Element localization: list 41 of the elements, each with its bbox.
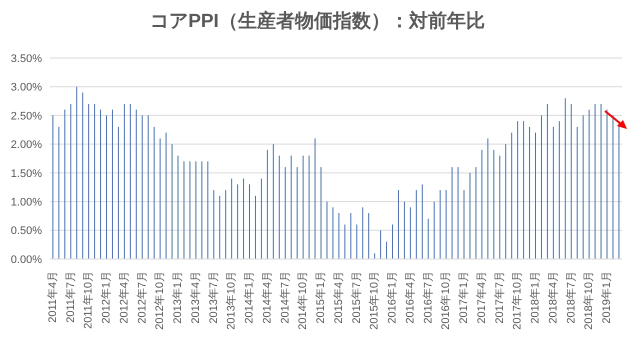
y-tick-label: 3.00% xyxy=(10,82,42,94)
x-tick-label: 2018年4月 xyxy=(547,271,560,324)
x-tick-label: 2015年10月 xyxy=(368,271,381,330)
y-tick-label: 2.00% xyxy=(10,139,42,152)
x-tick-label: 2013年7月 xyxy=(208,271,220,324)
x-tick-label: 2011年7月 xyxy=(64,271,77,323)
y-tick-label: 0.00% xyxy=(10,254,42,266)
x-tick-label: 2014年4月 xyxy=(261,271,274,324)
x-tick-label: 2017年1月 xyxy=(458,271,470,324)
x-tick-label: 2016年7月 xyxy=(422,271,434,324)
x-tick-label: 2016年10月 xyxy=(440,271,452,330)
x-tick-label: 2012年1月 xyxy=(100,271,113,324)
x-tick-label: 2018年10月 xyxy=(583,271,596,330)
x-tick-label: 2017年10月 xyxy=(512,271,524,330)
y-tick-label: 1.00% xyxy=(10,196,42,208)
x-tick-label: 2018年1月 xyxy=(530,271,542,324)
x-tick-label: 2011年10月 xyxy=(82,271,95,329)
x-tick-label: 2019年1月 xyxy=(601,271,614,324)
y-tick-label: 0.50% xyxy=(10,225,42,238)
x-tick-label: 2018年7月 xyxy=(565,271,578,324)
x-tick-label: 2017年4月 xyxy=(476,271,488,324)
x-tick-label: 2012年10月 xyxy=(154,271,166,330)
x-tick-label: 2013年4月 xyxy=(190,271,202,324)
y-tick-label: 2.50% xyxy=(10,110,42,122)
x-tick-label: 2014年1月 xyxy=(244,271,256,324)
x-tick-label: 2016年4月 xyxy=(404,271,416,324)
x-tick-label: 2012年7月 xyxy=(136,271,148,324)
x-tick-label: 2012年4月 xyxy=(118,271,130,324)
x-tick-label: 2014年10月 xyxy=(297,271,310,330)
x-tick-label: 2015年4月 xyxy=(332,271,345,324)
x-tick-label: 2011年4月 xyxy=(46,271,59,323)
x-tick-label: 2015年1月 xyxy=(315,271,328,324)
x-tick-label: 2017年7月 xyxy=(494,271,506,324)
x-tick-label: 2013年1月 xyxy=(172,271,184,324)
x-tick-label: 2014年7月 xyxy=(279,271,292,324)
x-tick-label: 2016年1月 xyxy=(386,271,399,324)
y-tick-label: 3.50% xyxy=(10,52,42,65)
y-tick-label: 1.50% xyxy=(10,168,42,180)
x-tick-label: 2015年7月 xyxy=(350,271,363,324)
chart-title: コアPPI（生産者物価指数）：対前年比 xyxy=(149,10,486,34)
x-tick-label: 2013年10月 xyxy=(226,271,238,330)
